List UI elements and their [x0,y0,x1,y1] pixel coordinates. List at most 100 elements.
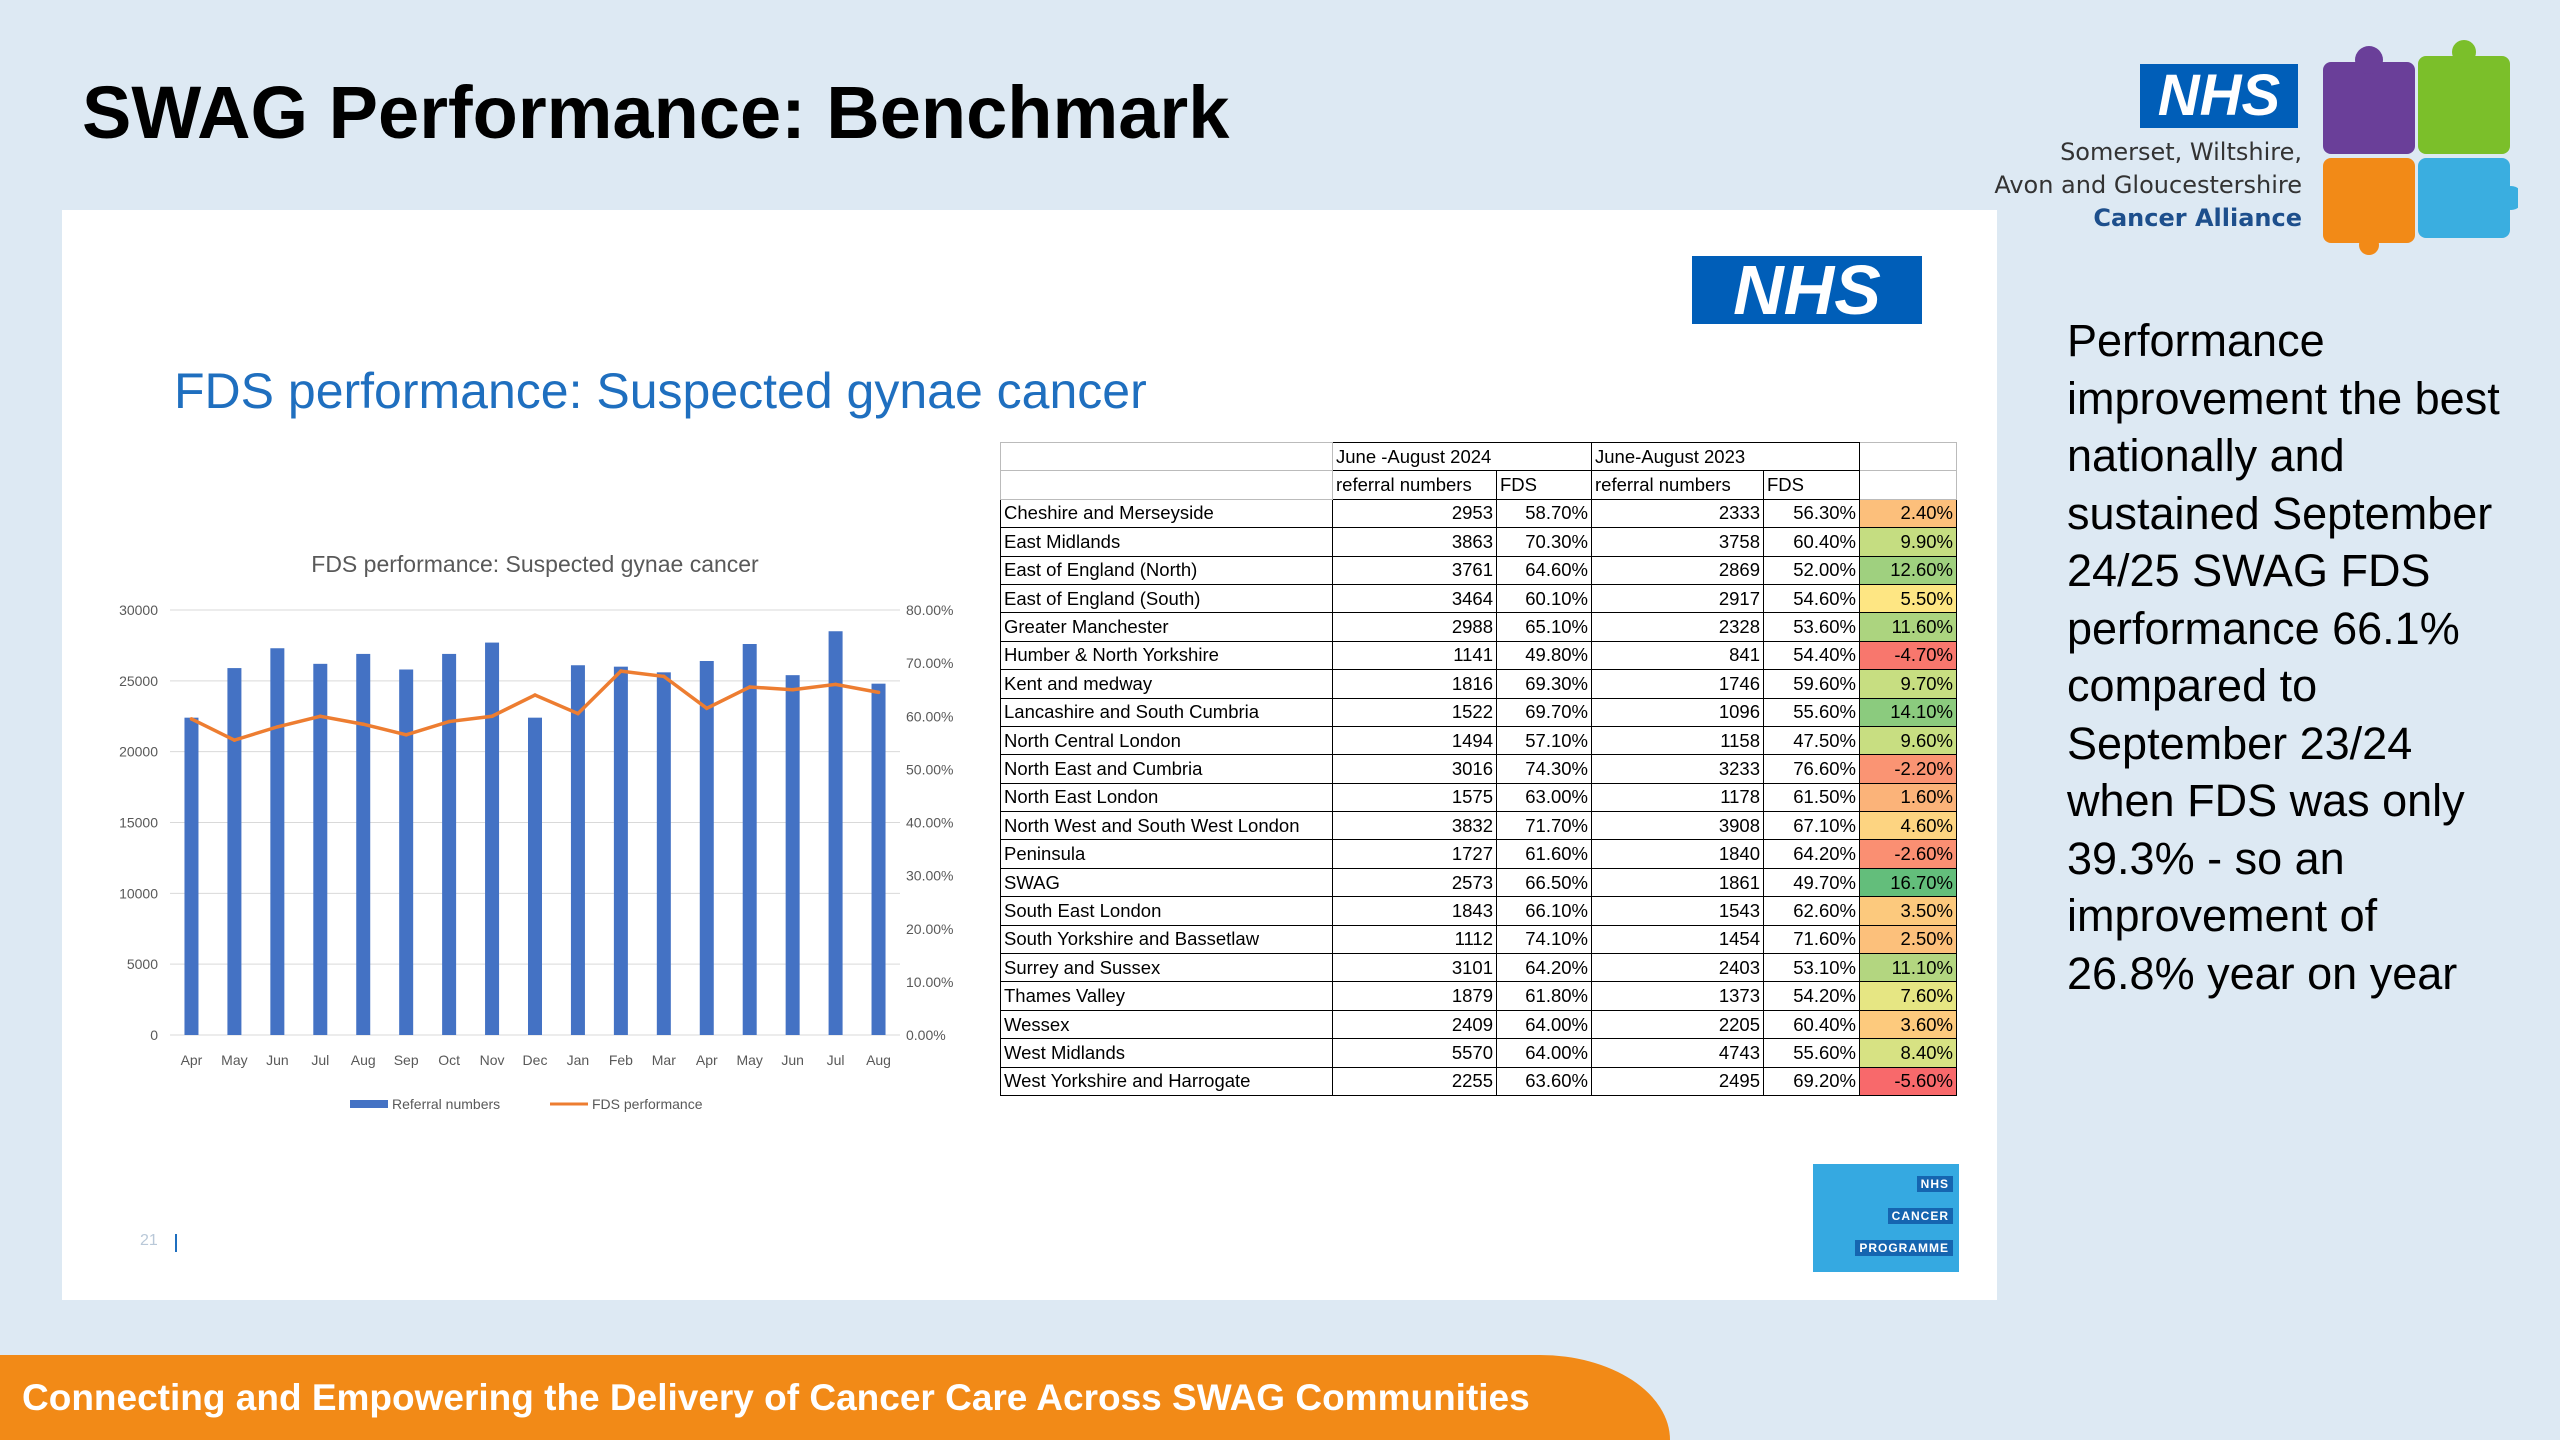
point-fds-performance [232,738,237,742]
fds-2023-cell: 56.30% [1763,498,1860,529]
bar-referral-numbers [742,644,757,1035]
fds-2023-cell: 76.60% [1763,754,1860,784]
header-fds-2024: FDS [1496,470,1592,500]
point-fds-performance [189,717,194,721]
fds-change-cell: 3.50% [1859,896,1957,926]
table-row: North West and South West London 3832 71.7… [1000,811,1957,841]
footer-text: Connecting and Empowering the Delivery o… [22,1377,1530,1418]
bar-referral-numbers [871,683,886,1035]
point-fds-performance [833,682,838,687]
x-tick-label: Jul [827,1052,845,1068]
region-cell: SWAG [1000,867,1333,898]
referrals-2023-cell: 1096 [1591,697,1764,727]
bar-referral-numbers [656,672,671,1035]
region-cell: Surrey and Sussex [1000,953,1333,983]
fds-2023-cell: 53.60% [1763,612,1860,642]
fds-2023-cell: 47.50% [1763,725,1860,756]
referrals-2023-cell: 1178 [1591,782,1764,813]
table-row: North Central London 1494 57.10% 1158 47.50%… [1000,725,1957,756]
programme-logo-label: PROGRAMME [1855,1240,1953,1256]
fds-2024-cell: 71.70% [1496,811,1592,841]
point-fds-performance [490,714,494,719]
table-row: East Midlands 3863 70.30% 3758 60.40% 9.90% [1000,527,1957,557]
referrals-2023-cell: 1373 [1591,981,1764,1011]
referrals-2024-cell: 3016 [1332,754,1497,784]
fds-2024-cell: 66.10% [1496,896,1592,926]
header-referrals-2024: referral numbers [1332,470,1497,500]
y2-tick-label: 80.00% [906,602,953,618]
referrals-2024-cell: 1816 [1332,669,1497,699]
bar-referral-numbers [356,653,371,1035]
panel-nhs-logo: NHS [1692,255,1922,325]
referrals-2023-cell: 841 [1591,640,1764,671]
fds-change-cell: 3.60% [1859,1009,1957,1040]
point-fds-performance [318,714,323,719]
table-row: North East London 1575 63.00% 1178 61.50% 1.6… [1000,782,1957,813]
referrals-2023-cell: 3233 [1591,754,1764,784]
x-tick-label: Apr [696,1052,718,1068]
point-fds-performance [747,685,752,689]
region-cell: Thames Valley [1000,981,1333,1011]
puzzle-piece-orange [2323,158,2415,255]
fds-2023-cell: 64.20% [1763,839,1860,869]
referrals-2023-cell: 1543 [1591,896,1764,926]
x-tick-label: Jun [781,1052,804,1068]
region-cell: Kent and medway [1000,669,1333,699]
fds-2023-cell: 59.60% [1763,669,1860,699]
header-referrals-2023: referral numbers [1591,470,1764,500]
cancer-alliance-name: Somerset, Wiltshire, Avon and Gloucester… [1994,136,2302,235]
table-row: West Yorkshire and Harrogate 2255 63.60% 24… [1000,1066,1957,1096]
x-tick-label: Mar [652,1052,676,1068]
legend-label-referral-numbers: Referral numbers [392,1096,500,1112]
fds-2024-cell: 74.30% [1496,754,1592,784]
region-cell: East of England (South) [1000,583,1333,614]
referrals-2024-cell: 3863 [1332,527,1497,557]
referrals-2024-cell: 1112 [1332,924,1497,955]
fds-2023-cell: 54.20% [1763,981,1860,1011]
referrals-2023-cell: 2328 [1591,612,1764,642]
y-tick-label: 30000 [119,602,158,618]
referrals-2024-cell: 1141 [1332,640,1497,671]
referrals-2023-cell: 2917 [1591,583,1764,614]
y2-tick-label: 70.00% [906,655,953,671]
x-tick-label: May [221,1052,247,1068]
fds-2023-cell: 54.60% [1763,583,1860,614]
bar-referral-numbers [313,663,328,1035]
region-cell: West Midlands [1000,1038,1333,1068]
fds-change-cell: 2.40% [1859,498,1957,529]
referrals-2024-cell: 3761 [1332,555,1497,585]
x-tick-label: Apr [181,1052,203,1068]
y-tick-label: 25000 [119,673,158,689]
header-fds-2023: FDS [1763,470,1860,500]
bar-referral-numbers [785,675,800,1035]
puzzle-piece-blue [2418,158,2518,238]
referrals-2024-cell: 1522 [1332,697,1497,727]
chart-title: FDS performance: Suspected gynae cancer [311,551,759,577]
bar-referral-numbers [442,653,457,1035]
bar-referral-numbers [828,631,843,1035]
fds-2023-cell: 69.20% [1763,1066,1860,1096]
x-tick-label: Feb [609,1052,633,1068]
region-cell: North Central London [1000,725,1333,756]
bar-referral-numbers [227,668,242,1035]
y2-tick-label: 50.00% [906,761,953,777]
bar-referral-numbers [699,661,714,1035]
x-tick-label: Dec [523,1052,548,1068]
table-row: South Yorkshire and Bassetlaw 1112 74.10% 1… [1000,924,1957,955]
referrals-2023-cell: 1861 [1591,867,1764,898]
fds-change-cell: -2.20% [1859,754,1957,784]
referrals-2024-cell: 3832 [1332,811,1497,841]
referrals-2024-cell: 2573 [1332,867,1497,898]
region-cell: South Yorkshire and Bassetlaw [1000,924,1333,955]
region-cell: Humber & North Yorkshire [1000,640,1333,671]
point-fds-performance [576,711,580,716]
table-row: Greater Manchester 2988 65.10% 2328 53.60% 11… [1000,612,1957,642]
table-row: East of England (South) 3464 60.10% 2917 54.… [1000,583,1957,614]
region-cell: South East London [1000,896,1333,926]
point-fds-performance [619,669,623,673]
x-tick-label: Nov [480,1052,505,1068]
table-row: Thames Valley 1879 61.80% 1373 54.20% 7.60% [1000,981,1957,1011]
fds-change-cell: -4.70% [1859,640,1957,671]
point-fds-performance [275,725,280,729]
table-row: Kent and medway 1816 69.30% 1746 59.60% 9.70% [1000,669,1957,699]
